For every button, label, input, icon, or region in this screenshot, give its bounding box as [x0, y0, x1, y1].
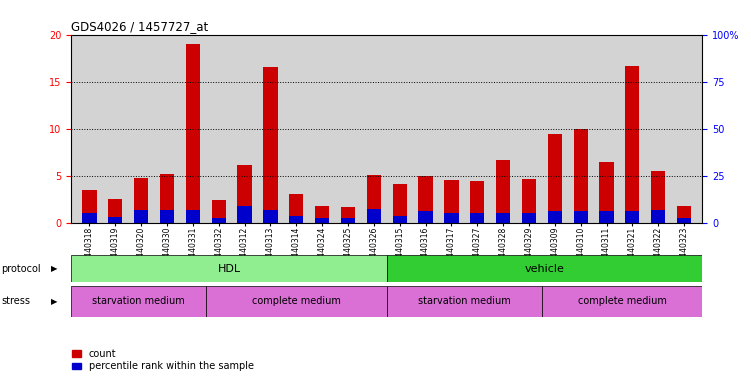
- Bar: [212, 218, 226, 223]
- Bar: [212, 200, 226, 223]
- Bar: [445, 180, 459, 223]
- Bar: [522, 214, 536, 223]
- Bar: [134, 177, 148, 223]
- Bar: [341, 207, 355, 223]
- Bar: [470, 181, 484, 223]
- Text: complete medium: complete medium: [252, 296, 341, 306]
- Bar: [264, 68, 278, 223]
- Bar: [626, 66, 640, 223]
- Bar: [547, 212, 562, 223]
- Text: starvation medium: starvation medium: [92, 296, 185, 306]
- Bar: [574, 129, 588, 223]
- Text: ▶: ▶: [51, 297, 58, 306]
- Bar: [418, 212, 433, 223]
- Bar: [496, 214, 510, 223]
- Bar: [289, 195, 303, 223]
- Bar: [237, 166, 252, 223]
- Bar: [134, 210, 148, 223]
- Bar: [108, 217, 122, 223]
- Bar: [470, 214, 484, 223]
- Bar: [522, 179, 536, 223]
- Text: stress: stress: [2, 296, 31, 306]
- Bar: [83, 190, 97, 223]
- Bar: [160, 210, 174, 223]
- Text: complete medium: complete medium: [578, 296, 666, 306]
- Bar: [626, 212, 640, 223]
- Legend: count, percentile rank within the sample: count, percentile rank within the sample: [72, 349, 254, 371]
- Bar: [445, 214, 459, 223]
- Bar: [185, 210, 200, 223]
- Text: ▶: ▶: [51, 264, 58, 273]
- Bar: [677, 218, 691, 223]
- Bar: [599, 162, 614, 223]
- Bar: [264, 210, 278, 223]
- Text: GDS4026 / 1457727_at: GDS4026 / 1457727_at: [71, 20, 209, 33]
- Bar: [289, 216, 303, 223]
- Bar: [387, 286, 542, 317]
- Bar: [387, 255, 702, 282]
- Bar: [496, 160, 510, 223]
- Bar: [651, 210, 665, 223]
- Bar: [108, 199, 122, 223]
- Text: starvation medium: starvation medium: [418, 296, 511, 306]
- Bar: [83, 214, 97, 223]
- Bar: [315, 206, 329, 223]
- Bar: [599, 212, 614, 223]
- Text: HDL: HDL: [218, 264, 240, 274]
- Bar: [237, 206, 252, 223]
- Bar: [547, 134, 562, 223]
- Bar: [542, 286, 702, 317]
- Bar: [71, 286, 206, 317]
- Bar: [366, 209, 381, 223]
- Bar: [418, 176, 433, 223]
- Bar: [574, 212, 588, 223]
- Bar: [651, 171, 665, 223]
- Bar: [185, 44, 200, 223]
- Bar: [393, 216, 407, 223]
- Bar: [71, 255, 387, 282]
- Bar: [206, 286, 387, 317]
- Bar: [677, 206, 691, 223]
- Text: vehicle: vehicle: [524, 264, 565, 274]
- Bar: [315, 218, 329, 223]
- Bar: [366, 175, 381, 223]
- Bar: [341, 218, 355, 223]
- Bar: [393, 184, 407, 223]
- Bar: [160, 174, 174, 223]
- Text: protocol: protocol: [2, 264, 41, 274]
